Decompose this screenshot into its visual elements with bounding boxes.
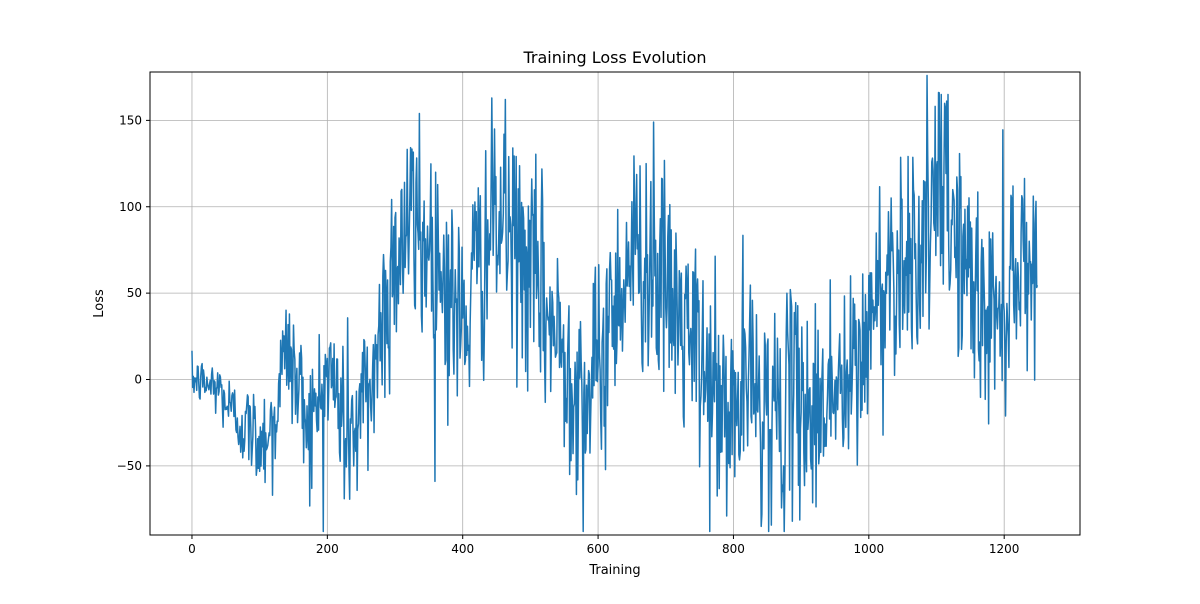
y-tick-label: 150 bbox=[119, 113, 142, 127]
x-tick-label: 0 bbox=[188, 542, 196, 556]
y-tick-label: 0 bbox=[134, 373, 142, 387]
axis-ticks: 0 200 400 600 800 1000 1200 −50 0 50 100 150 bbox=[117, 113, 1020, 556]
x-tick-label: 600 bbox=[587, 542, 610, 556]
y-tick-label: −50 bbox=[117, 459, 142, 473]
x-tick-label: 1200 bbox=[989, 542, 1020, 556]
y-tick-label: 100 bbox=[119, 200, 142, 214]
plot-frame bbox=[149, 71, 1081, 536]
x-tick-label: 400 bbox=[451, 542, 474, 556]
chart-title: Training Loss Evolution bbox=[523, 48, 707, 67]
loss-series-line bbox=[191, 74, 1039, 533]
x-tick-label: 200 bbox=[316, 542, 339, 556]
series-layer bbox=[191, 74, 1039, 533]
x-axis-title: Training bbox=[588, 563, 640, 578]
y-axis-title: Loss bbox=[92, 289, 107, 318]
y-tick-label: 50 bbox=[127, 286, 142, 300]
x-tick-label: 1000 bbox=[854, 542, 885, 556]
x-tick-label: 800 bbox=[722, 542, 745, 556]
